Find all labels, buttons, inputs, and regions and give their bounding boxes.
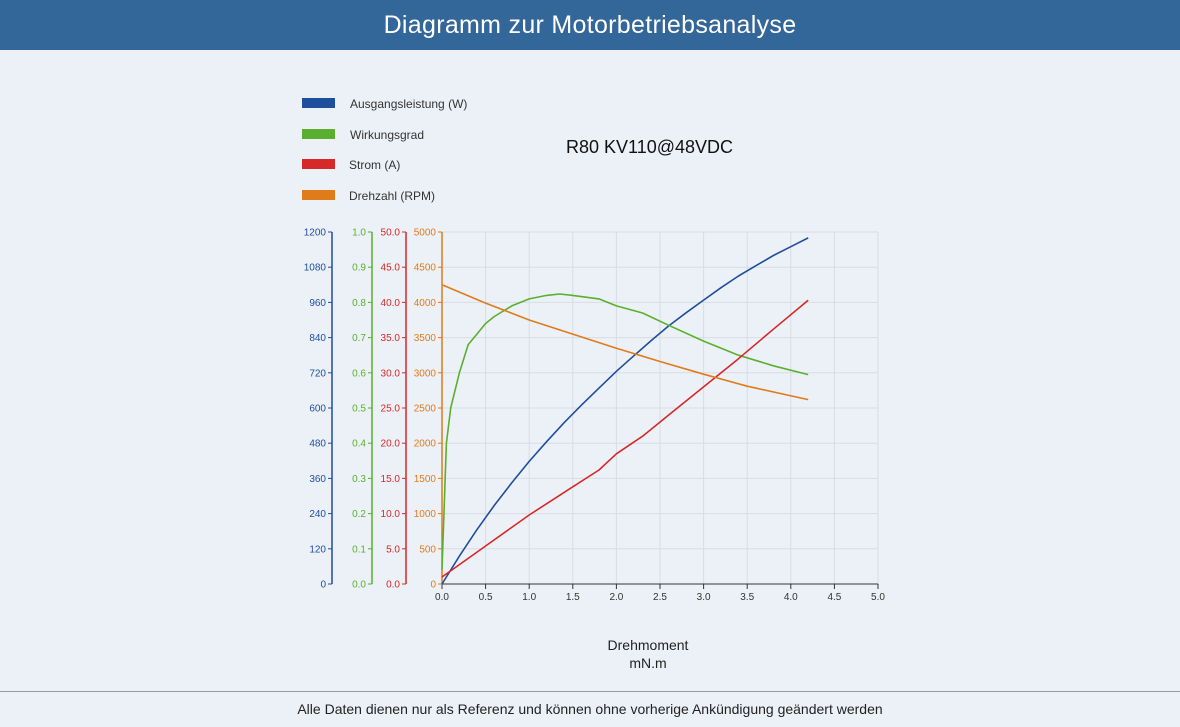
- header-bar: Diagramm zur Motorbetriebsanalyse: [0, 0, 1180, 50]
- y-tick-label: 480: [309, 439, 326, 450]
- y-tick-label: 0.4: [352, 439, 366, 450]
- y-tick-label: 40.0: [381, 298, 401, 309]
- legend-swatch-speed: [302, 190, 335, 200]
- y-tick-label: 25.0: [381, 404, 401, 415]
- y-tick-label: 720: [309, 368, 326, 379]
- legend-label-power: Ausgangsleistung (W): [350, 97, 468, 111]
- x-tick-label: 3.0: [697, 592, 711, 603]
- y-tick-label: 50.0: [381, 228, 401, 239]
- y-tick-label: 600: [309, 404, 326, 415]
- page-title: Diagramm zur Motorbetriebsanalyse: [383, 10, 797, 39]
- x-tick-label: 0.0: [435, 592, 449, 603]
- x-axis-title: Drehmoment: [607, 637, 689, 653]
- y-tick-label: 0.0: [386, 580, 400, 591]
- x-tick-label: 2.0: [609, 592, 623, 603]
- y-tick-label: 360: [309, 474, 326, 485]
- series-line: [441, 284, 809, 401]
- y-tick-label: 2500: [414, 404, 437, 415]
- y-tick-label: 0.1: [352, 544, 366, 555]
- legend-swatch-power: [302, 98, 335, 108]
- y-tick-label: 2000: [414, 439, 437, 450]
- y-tick-label: 960: [309, 298, 326, 309]
- y-tick-label: 20.0: [381, 439, 401, 450]
- x-axis-unit: mN.m: [629, 655, 667, 671]
- y-tick-label: 45.0: [381, 263, 401, 274]
- y-tick-label: 0: [320, 580, 326, 591]
- legend-swatch-efficiency: [302, 129, 335, 139]
- legend-label-speed: Drehzahl (RPM): [349, 189, 436, 203]
- chart-title: R80 KV110@48VDC: [566, 137, 734, 157]
- y-tick-label: 1500: [414, 474, 437, 485]
- y-tick-label: 1080: [304, 263, 327, 274]
- y-tick-label: 5000: [414, 228, 437, 239]
- legend-swatch-current: [302, 159, 335, 169]
- y-tick-label: 120: [309, 544, 326, 555]
- legend-label-current: Strom (A): [349, 158, 401, 172]
- y-tick-label: 35.0: [381, 333, 401, 344]
- series-line: [441, 293, 809, 570]
- footer-divider: [0, 691, 1180, 692]
- y-tick-label: 0.8: [352, 298, 366, 309]
- series-line: [441, 299, 809, 578]
- y-tick-label: 240: [309, 509, 326, 520]
- x-tick-label: 5.0: [871, 592, 885, 603]
- x-tick-label: 0.5: [479, 592, 493, 603]
- x-axis-label: Drehmoment mN.m: [578, 636, 718, 672]
- x-tick-label: 1.5: [566, 592, 580, 603]
- series-line: [441, 237, 809, 585]
- chart-canvas: 0.0 0.5 1.0 1.5 2.0 2.5 3.0 3.5 4.0 4.5 5.0 0 120 240…: [304, 228, 886, 604]
- y-tick-label: 0.2: [352, 509, 366, 520]
- y-tick-label: 1000: [414, 509, 437, 520]
- y-tick-label: 30.0: [381, 368, 401, 379]
- legend-label-efficiency: Wirkungsgrad: [350, 128, 425, 142]
- y-tick-label: 3500: [414, 333, 437, 344]
- y-tick-label: 10.0: [381, 509, 401, 520]
- y-tick-label: 1200: [304, 228, 327, 239]
- y-tick-label: 0.6: [352, 368, 366, 379]
- y-tick-label: 0.0: [352, 580, 366, 591]
- x-tick-label: 4.5: [827, 592, 841, 603]
- x-tick-label: 2.5: [653, 592, 667, 603]
- y-tick-label: 0.5: [352, 404, 366, 415]
- y-tick-label: 500: [419, 544, 436, 555]
- y-tick-label: 4000: [414, 298, 437, 309]
- y-tick-label: 1.0: [352, 228, 366, 239]
- x-tick-label: 4.0: [784, 592, 798, 603]
- footer-note: Alle Daten dienen nur als Referenz und k…: [297, 701, 883, 717]
- x-tick-label: 1.0: [522, 592, 536, 603]
- y-tick-label: 4500: [414, 263, 437, 274]
- y-tick-label: 3000: [414, 368, 437, 379]
- x-tick-label: 3.5: [740, 592, 754, 603]
- y-tick-label: 0.7: [352, 333, 366, 344]
- y-tick-label: 0.9: [352, 263, 366, 274]
- y-tick-label: 0.3: [352, 474, 366, 485]
- y-tick-label: 15.0: [381, 474, 401, 485]
- y-tick-label: 0: [430, 580, 436, 591]
- y-tick-label: 5.0: [386, 544, 400, 555]
- y-tick-label: 840: [309, 333, 326, 344]
